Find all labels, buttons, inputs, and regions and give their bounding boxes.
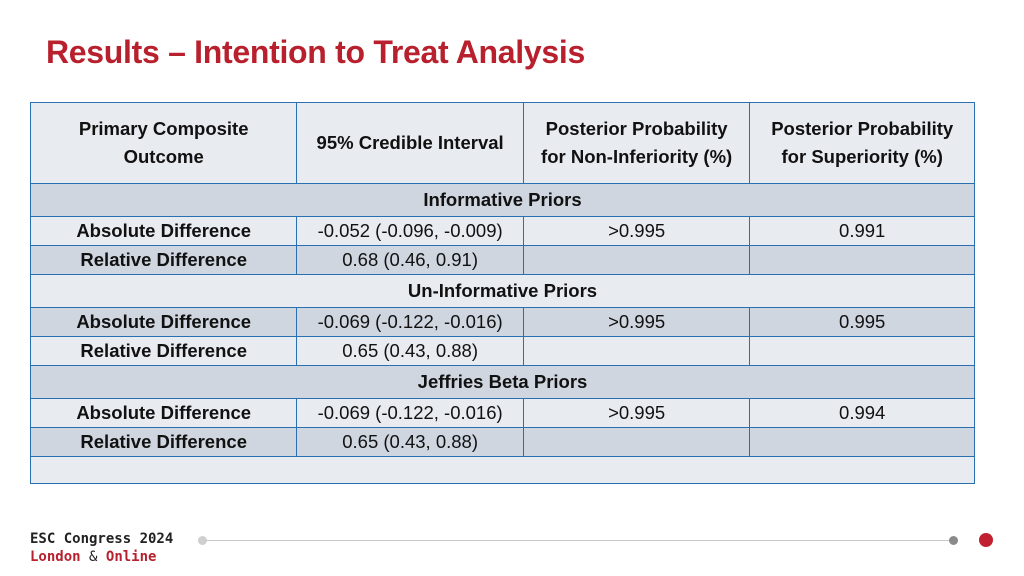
footer-dot-red (979, 533, 993, 547)
footer-dot-left (198, 536, 207, 545)
empty-cell (30, 456, 975, 484)
header-credible-interval-label: 95% Credible Interval (316, 132, 504, 153)
slide-title: Results – Intention to Treat Analysis (46, 34, 585, 70)
section-row: Un-Informative Priors (30, 274, 975, 308)
table-row: Relative Difference 0.68 (0.46, 0.91) (29, 245, 975, 275)
superiority-cell: 0.994 (749, 398, 975, 428)
credible-interval-cell: -0.069 (-0.122, -0.016) (296, 398, 524, 428)
congress-name: ESC Congress 2024 (30, 531, 174, 547)
superiority-cell (749, 245, 975, 275)
table-row: Absolute Difference -0.052 (-0.096, -0.0… (29, 216, 975, 246)
header-outcome-line1: Primary Composite (78, 118, 249, 139)
footer-divider (205, 540, 953, 541)
non-inferiority-cell: >0.995 (522, 216, 751, 246)
table-row: Absolute Difference -0.069 (-0.122, -0.0… (29, 307, 975, 337)
header-outcome: Primary Composite Outcome (29, 102, 298, 184)
congress-location: London & Online (30, 549, 156, 565)
superiority-cell (749, 427, 975, 457)
non-inferiority-cell: >0.995 (522, 307, 751, 337)
results-table: Primary Composite Outcome 95% Credible I… (29, 102, 975, 484)
table-header-row: Primary Composite Outcome 95% Credible I… (29, 102, 975, 184)
section-row: Informative Priors (30, 183, 975, 217)
row-label: Relative Difference (29, 245, 298, 275)
credible-interval-cell: 0.65 (0.43, 0.88) (296, 336, 524, 366)
row-label: Absolute Difference (29, 398, 298, 428)
table-empty-row (30, 456, 975, 484)
congress-amp: & (89, 549, 98, 565)
superiority-cell: 0.995 (749, 307, 975, 337)
table-row: Relative Difference 0.65 (0.43, 0.88) (29, 336, 975, 366)
row-label: Relative Difference (29, 336, 298, 366)
section-row: Jeffries Beta Priors (30, 365, 975, 399)
superiority-cell: 0.991 (749, 216, 975, 246)
header-non-inferiority: Posterior Probability for Non-Inferiorit… (522, 102, 751, 184)
header-superiority: Posterior Probability for Superiority (%… (749, 102, 975, 184)
table-row: Relative Difference 0.65 (0.43, 0.88) (29, 427, 975, 457)
non-inferiority-cell: >0.995 (522, 398, 751, 428)
header-non-inferiority-line1: Posterior Probability (545, 118, 728, 139)
header-superiority-line2: for Superiority (%) (781, 146, 943, 167)
congress-online: Online (105, 549, 157, 565)
row-label: Absolute Difference (29, 216, 298, 246)
row-label: Relative Difference (29, 427, 298, 457)
header-credible-interval: 95% Credible Interval (296, 102, 524, 184)
non-inferiority-cell (522, 336, 751, 366)
non-inferiority-cell (522, 245, 751, 275)
section-label: Un-Informative Priors (30, 274, 975, 308)
credible-interval-cell: -0.069 (-0.122, -0.016) (296, 307, 524, 337)
credible-interval-cell: 0.68 (0.46, 0.91) (296, 245, 524, 275)
congress-city: London (30, 549, 81, 565)
table-row: Absolute Difference -0.069 (-0.122, -0.0… (29, 398, 975, 428)
section-label: Informative Priors (30, 183, 975, 217)
footer-dot-grey (949, 536, 958, 545)
header-non-inferiority-line2: for Non-Inferiority (%) (541, 146, 733, 167)
non-inferiority-cell (522, 427, 751, 457)
header-superiority-line1: Posterior Probability (771, 118, 954, 139)
row-label: Absolute Difference (29, 307, 298, 337)
header-outcome-line2: Outcome (123, 146, 204, 167)
superiority-cell (749, 336, 975, 366)
credible-interval-cell: -0.052 (-0.096, -0.009) (296, 216, 524, 246)
credible-interval-cell: 0.65 (0.43, 0.88) (296, 427, 524, 457)
section-label: Jeffries Beta Priors (30, 365, 975, 399)
